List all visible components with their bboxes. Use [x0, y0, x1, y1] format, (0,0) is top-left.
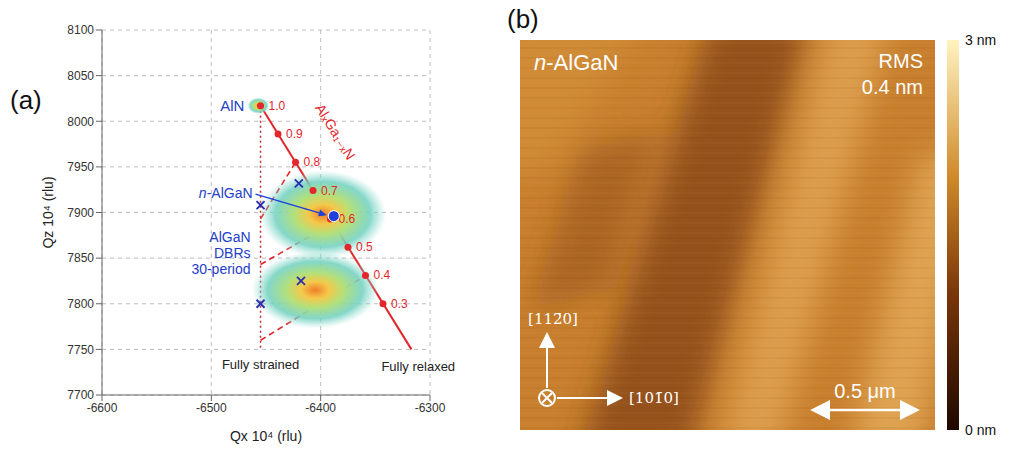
svg-text:7850: 7850	[67, 251, 94, 265]
svg-text:3 nm: 3 nm	[965, 32, 996, 48]
svg-text:0.6: 0.6	[339, 212, 356, 226]
svg-text:[101̄0]: [101̄0]	[629, 389, 679, 407]
svg-text:0.5 μm: 0.5 μm	[834, 380, 896, 402]
svg-text:n-AlGaN: n-AlGaN	[199, 185, 253, 201]
svg-text:RMS: RMS	[879, 50, 923, 72]
svg-text:DBRs: DBRs	[214, 245, 251, 261]
svg-text:7700: 7700	[67, 388, 94, 402]
svg-text:Fully strained: Fully strained	[222, 357, 299, 372]
svg-text:0.3: 0.3	[391, 297, 408, 311]
svg-text:Fully relaxed: Fully relaxed	[381, 359, 455, 374]
svg-text:0 nm: 0 nm	[965, 422, 996, 438]
svg-text:-6600: -6600	[87, 401, 118, 415]
svg-text:[112̄0]: [112̄0]	[528, 310, 578, 328]
svg-text:0.8: 0.8	[304, 155, 321, 169]
svg-text:0.4: 0.4	[373, 268, 390, 282]
svg-text:Qx 10⁴ (rlu): Qx 10⁴ (rlu)	[230, 428, 302, 444]
svg-text:(b): (b)	[507, 4, 539, 34]
svg-text:8050: 8050	[67, 69, 94, 83]
html-text:(a): (a)	[10, 85, 42, 115]
svg-text:30-period: 30-period	[191, 261, 250, 277]
svg-text:7800: 7800	[67, 297, 94, 311]
svg-text:Qz 10⁴ (rlu): Qz 10⁴ (rlu)	[40, 176, 56, 248]
svg-text:0.9: 0.9	[286, 127, 303, 141]
svg-text:-6400: -6400	[305, 401, 336, 415]
svg-text:n-AlGaN: n-AlGaN	[534, 50, 618, 75]
svg-text:7900: 7900	[67, 206, 94, 220]
svg-text:7950: 7950	[67, 160, 94, 174]
svg-text:AlN: AlN	[220, 97, 244, 114]
svg-text:0.4 nm: 0.4 nm	[862, 76, 923, 98]
svg-text:AlₓGa₁₋ₓN: AlₓGa₁₋ₓN	[312, 101, 359, 163]
svg-text:0.5: 0.5	[356, 240, 373, 254]
svg-text:7750: 7750	[67, 343, 94, 357]
svg-text:-6300: -6300	[415, 401, 446, 415]
svg-text:8000: 8000	[67, 115, 94, 129]
svg-text:AlGaN: AlGaN	[209, 229, 250, 245]
svg-text:8100: 8100	[67, 23, 94, 37]
svg-text:-6500: -6500	[196, 401, 227, 415]
svg-text:1.0: 1.0	[269, 99, 286, 113]
svg-text:0.7: 0.7	[321, 184, 338, 198]
